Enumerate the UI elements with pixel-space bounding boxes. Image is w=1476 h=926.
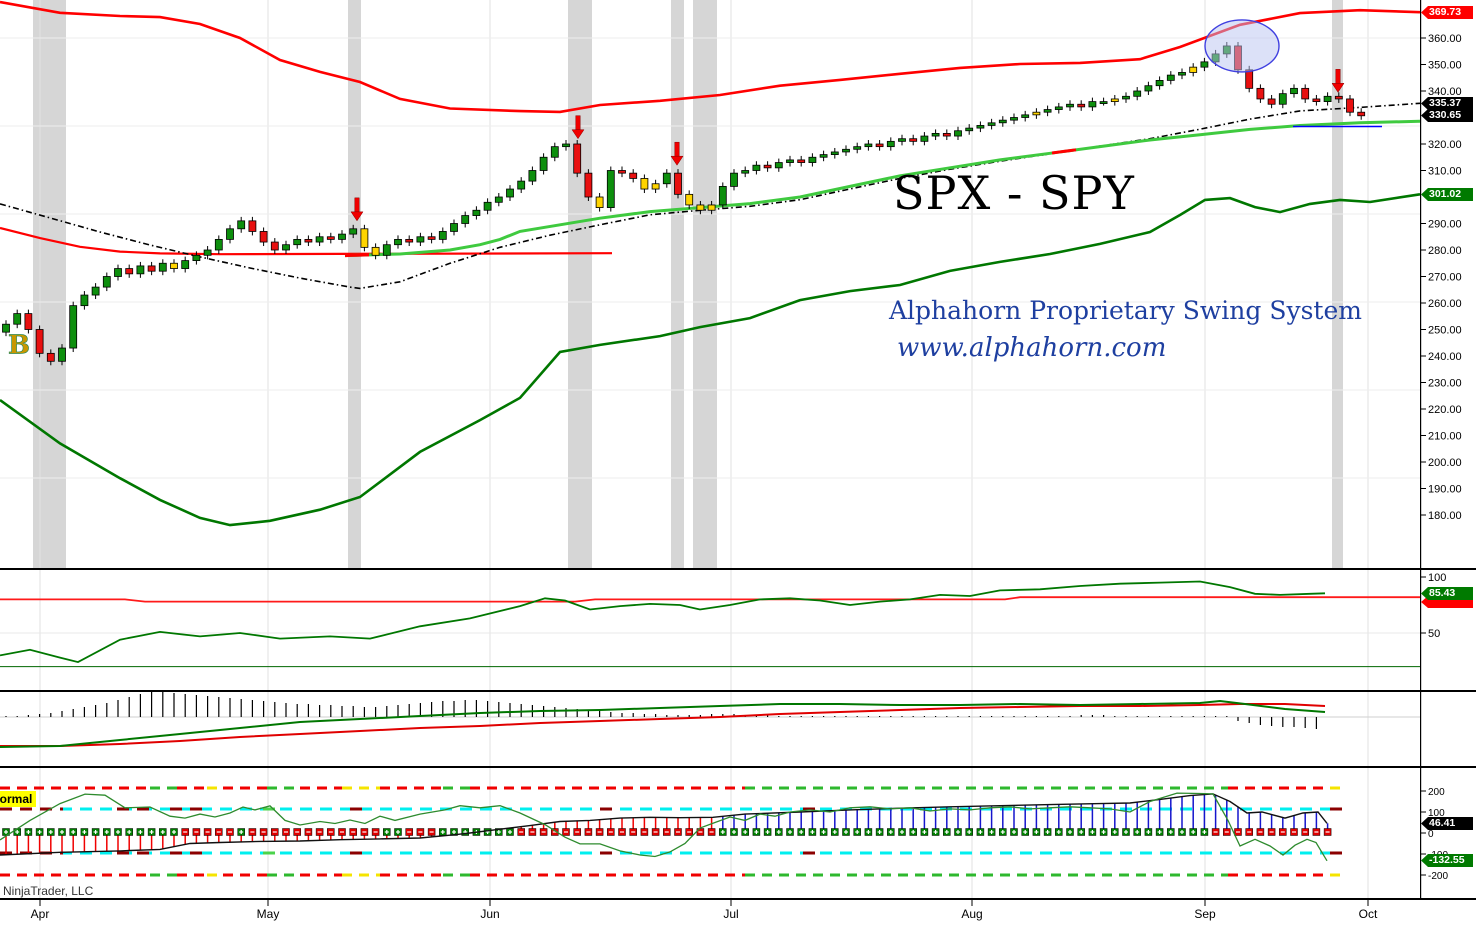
svg-text:May: May: [257, 907, 280, 921]
normal-mode-label: Normal: [0, 791, 37, 807]
svg-text:190.00: 190.00: [1428, 484, 1462, 496]
svg-text:200: 200: [1428, 787, 1445, 798]
sell-signal-arrow-icon: [1331, 69, 1345, 93]
svg-text:290.00: 290.00: [1428, 219, 1462, 231]
svg-text:270.00: 270.00: [1428, 272, 1462, 284]
sell-signal-arrow-icon: [571, 115, 585, 140]
svg-text:0: 0: [1428, 829, 1434, 840]
svg-text:180.00: 180.00: [1428, 510, 1462, 522]
svg-text:Apr: Apr: [31, 907, 50, 921]
price-badge-lower-band: 301.02: [1421, 188, 1473, 201]
svg-text:50: 50: [1428, 628, 1440, 640]
signal-black-value-badge: 46.41: [1421, 817, 1473, 830]
svg-text:Oct: Oct: [1359, 907, 1378, 921]
price-axis[interactable]: 360.00 350.00 340.00 320.00 310.00 290.00 280.…: [1420, 33, 1462, 882]
sell-signal-arrow-icon: [670, 141, 684, 166]
website-url-label: www.alphahorn.com: [897, 333, 1167, 363]
svg-text:310.00: 310.00: [1428, 166, 1462, 178]
svg-text:Sep: Sep: [1194, 907, 1216, 921]
signal-green-value-badge: -132.55: [1421, 854, 1473, 867]
chart-annotations: B: [8, 19, 1382, 361]
svg-text:200.00: 200.00: [1428, 457, 1462, 469]
svg-text:260.00: 260.00: [1428, 298, 1462, 310]
system-name-label: Alphahorn Proprietary Swing System: [889, 296, 1362, 325]
price-badge-last: 330.65: [1421, 109, 1473, 122]
top-circle-annotation[interactable]: [1204, 19, 1280, 73]
svg-text:240.00: 240.00: [1428, 351, 1462, 363]
svg-text:Jul: Jul: [723, 907, 738, 921]
svg-text:230.00: 230.00: [1428, 378, 1462, 390]
svg-text:100: 100: [1428, 572, 1446, 584]
svg-text:210.00: 210.00: [1428, 431, 1462, 443]
swing-oscillator-panel: [0, 580, 1420, 668]
svg-text:320.00: 320.00: [1428, 139, 1462, 151]
svg-text:350.00: 350.00: [1428, 60, 1462, 72]
time-axis[interactable]: Apr May Jun Jul Aug Sep Oct: [31, 900, 1378, 921]
momentum-histogram-panel: [0, 692, 1326, 748]
svg-text:220.00: 220.00: [1428, 404, 1462, 416]
price-badge-upper-band: 369.73: [1421, 6, 1473, 19]
session-highlight-bands: [33, 0, 1343, 568]
svg-text:100: 100: [1428, 808, 1445, 819]
buy-signal-marker: B: [8, 330, 30, 360]
swing-signal-panel: [0, 786, 1342, 877]
svg-text:Aug: Aug: [961, 907, 982, 921]
ninjatrader-watermark: NinjaTrader, LLC: [3, 884, 94, 898]
svg-text:-200: -200: [1428, 871, 1448, 882]
moving-average-overlays: [0, 0, 1421, 527]
svg-text:250.00: 250.00: [1428, 325, 1462, 337]
sell-signal-arrow-icon: [350, 197, 364, 222]
candlestick-series: [2, 41, 1366, 366]
svg-text:340.00: 340.00: [1428, 86, 1462, 98]
chart-symbol-title: SPX - SPY: [893, 166, 1135, 220]
svg-text:280.00: 280.00: [1428, 245, 1462, 257]
swing-value-badge: 85.43: [1421, 587, 1473, 600]
svg-text:360.00: 360.00: [1428, 33, 1462, 45]
panel-borders: [0, 0, 1476, 900]
svg-text:Jun: Jun: [480, 907, 499, 921]
price-badge-dashdot-ma: 335.37: [1421, 97, 1473, 110]
